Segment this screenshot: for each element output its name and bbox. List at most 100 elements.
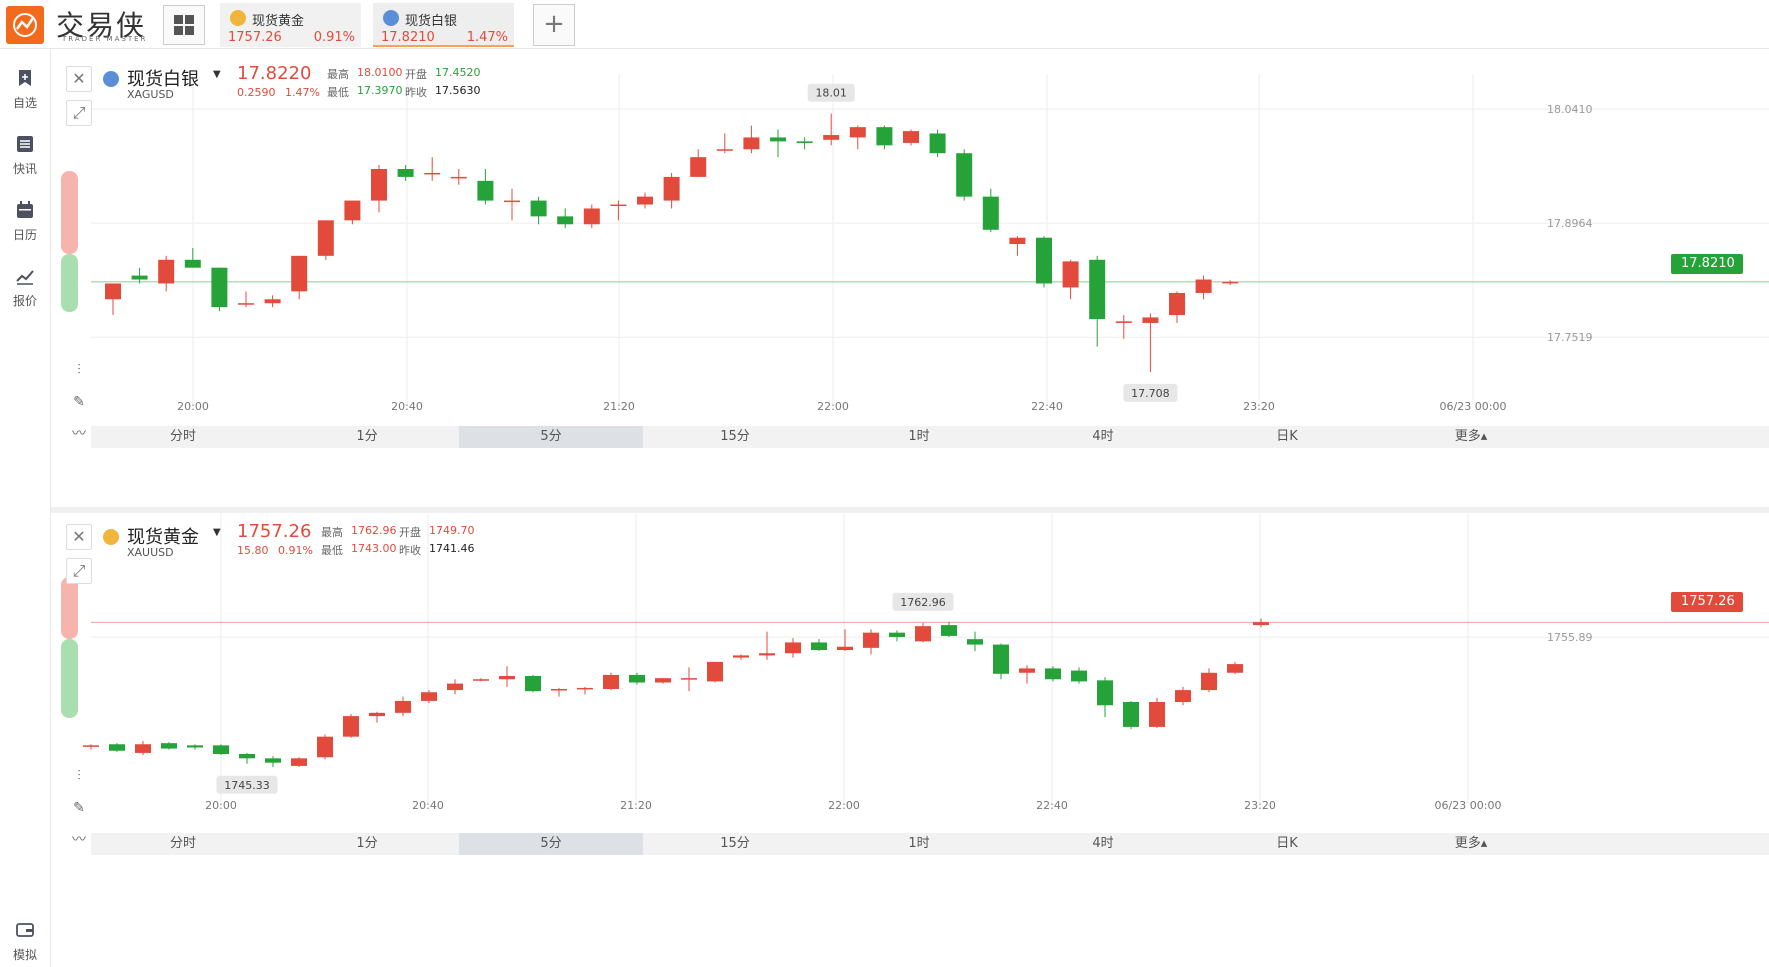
candle-body <box>915 626 931 642</box>
low-label: 最低 <box>321 544 343 557</box>
time-axis-label: 23:20 <box>1244 799 1276 812</box>
sidebar-item-demo[interactable]: 模拟 <box>0 921 50 963</box>
last-price-tag: 17.8210 <box>1671 254 1743 274</box>
candle-body <box>343 716 359 737</box>
layout-grid-button[interactable] <box>163 5 205 45</box>
candle-body <box>447 683 463 691</box>
tf-5m[interactable]: 5分 <box>459 833 643 855</box>
symbol-code: XAUUSD <box>127 546 174 559</box>
sidebar-item-calendar[interactable]: 日历 <box>0 201 50 243</box>
price-change: 0.2590 <box>237 86 276 99</box>
open-label: 开盘 <box>405 68 427 81</box>
symbol-name[interactable]: 现货黄金 <box>127 527 199 548</box>
tab-silver-name: 现货白银 <box>405 14 458 29</box>
indicator-line-icon[interactable]: 〰 <box>72 426 86 442</box>
candle-body <box>1149 702 1165 727</box>
range-bar-lower <box>61 639 78 718</box>
calendar-icon <box>17 201 33 218</box>
sidebar-item-news[interactable]: 快讯 <box>0 135 50 177</box>
tab-gold[interactable]: 现货黄金 1757.26 0.91% <box>220 3 361 47</box>
tf-4h[interactable]: 4时 <box>1092 836 1114 851</box>
panel-divider[interactable] <box>51 507 1769 513</box>
tf-1m[interactable]: 1分 <box>356 429 378 444</box>
gold-chart-panel: 1755.89 20:00 20:40 21:20 22:00 22:40 23:20 06/… <box>51 513 1769 967</box>
tf-more[interactable]: 更多▴ <box>1454 429 1488 444</box>
candle-body <box>733 655 749 658</box>
draw-pencil-icon[interactable]: ✎ <box>73 800 85 816</box>
prev-close-label: 昨收 <box>399 544 421 557</box>
current-price: 17.8220 <box>237 63 312 84</box>
time-axis-label: 22:40 <box>1036 799 1068 812</box>
quote-chart-icon <box>16 270 34 285</box>
symbol-dropdown-icon[interactable]: ▼ <box>213 69 221 80</box>
close-chart-button[interactable]: ✕ <box>66 524 92 550</box>
tf-1m[interactable]: 1分 <box>356 836 378 851</box>
silver-candlestick-chart[interactable]: 18.0410 17.8964 17.7519 20:00 20:40 21:20 22:0… <box>51 49 1769 483</box>
candle-body <box>1253 622 1269 626</box>
candle-body <box>83 745 99 747</box>
candle-body <box>785 642 801 654</box>
sidebar-item-watchlist[interactable]: 自选 <box>0 69 50 111</box>
close-chart-button[interactable]: ✕ <box>66 66 92 92</box>
candle-body <box>1071 670 1087 682</box>
sidebar-item-label: 报价 <box>12 294 37 308</box>
sidebar-item-quotes[interactable]: 报价 <box>0 267 50 309</box>
draw-pencil-icon[interactable]: ✎ <box>73 394 85 410</box>
candle-body <box>770 137 786 142</box>
symbol-name[interactable]: 现货白银 <box>127 69 199 90</box>
tab-silver-pct: 1.47% <box>466 30 508 45</box>
tf-15m[interactable]: 15分 <box>720 836 750 851</box>
candle-body <box>1222 281 1239 284</box>
tf-4h[interactable]: 4时 <box>1092 429 1114 444</box>
tf-tick[interactable]: 分时 <box>169 836 196 851</box>
max-price-label-box <box>892 592 954 611</box>
tab-silver[interactable]: 现货白银 17.8210 1.47% <box>373 3 514 47</box>
prev-close-value: 17.5630 <box>435 84 481 97</box>
candle-body <box>211 267 228 308</box>
candle-body <box>291 255 308 292</box>
candle-body <box>450 176 467 179</box>
candle-body <box>473 679 489 681</box>
wallet-icon <box>16 923 34 937</box>
tf-day[interactable]: 日K <box>1276 836 1298 851</box>
time-axis-label: 23:20 <box>1243 400 1275 413</box>
time-axis-label: 22:40 <box>1031 400 1063 413</box>
expand-chart-button[interactable]: ⤢ <box>66 100 92 126</box>
tf-15m[interactable]: 15分 <box>720 429 750 444</box>
expand-chart-button[interactable]: ⤢ <box>66 558 92 584</box>
time-axis-label: 20:00 <box>205 799 237 812</box>
candle-body <box>811 642 827 650</box>
candle-body <box>1227 664 1243 673</box>
add-tab-button[interactable]: + <box>533 4 575 46</box>
tf-more[interactable]: 更多▴ <box>1454 836 1488 851</box>
tf-1h[interactable]: 1时 <box>908 836 930 851</box>
indicator-icon[interactable]: ⫶ <box>77 768 81 784</box>
timeframe-bar: 分时 1分 5分 15分 1时 4时 日K 更多▴ <box>91 833 1769 855</box>
candle-body <box>135 744 151 753</box>
candle-body <box>637 196 653 205</box>
tf-tick[interactable]: 分时 <box>169 429 196 444</box>
candle-body <box>849 127 866 138</box>
sidebar-item-label: 模拟 <box>12 948 37 962</box>
indicator-icon[interactable]: ⫶ <box>77 362 81 378</box>
time-axis-label: 22:00 <box>817 400 849 413</box>
candle-body <box>184 259 201 268</box>
time-axis-label: 21:20 <box>620 799 652 812</box>
tf-day[interactable]: 日K <box>1276 429 1298 444</box>
candle-body <box>504 200 520 203</box>
candle-body <box>395 700 411 713</box>
candle-body <box>557 216 574 225</box>
candle-body <box>759 653 775 656</box>
min-price-label-box <box>216 775 278 794</box>
tf-5m[interactable]: 5分 <box>459 426 643 448</box>
tf-1h[interactable]: 1时 <box>908 429 930 444</box>
gold-candlestick-chart[interactable]: 1755.89 20:00 20:40 21:20 22:00 22:40 23:20 06/… <box>51 513 1769 943</box>
candle-body <box>131 275 148 280</box>
tab-gold-price: 1757.26 <box>228 30 282 45</box>
symbol-dropdown-icon[interactable]: ▼ <box>213 527 221 538</box>
time-axis-label: 20:00 <box>177 400 209 413</box>
price-change-pct: 0.91% <box>278 544 313 557</box>
range-bar-lower <box>61 254 78 312</box>
high-label: 最高 <box>327 68 349 81</box>
indicator-line-icon[interactable]: 〰 <box>72 832 86 848</box>
